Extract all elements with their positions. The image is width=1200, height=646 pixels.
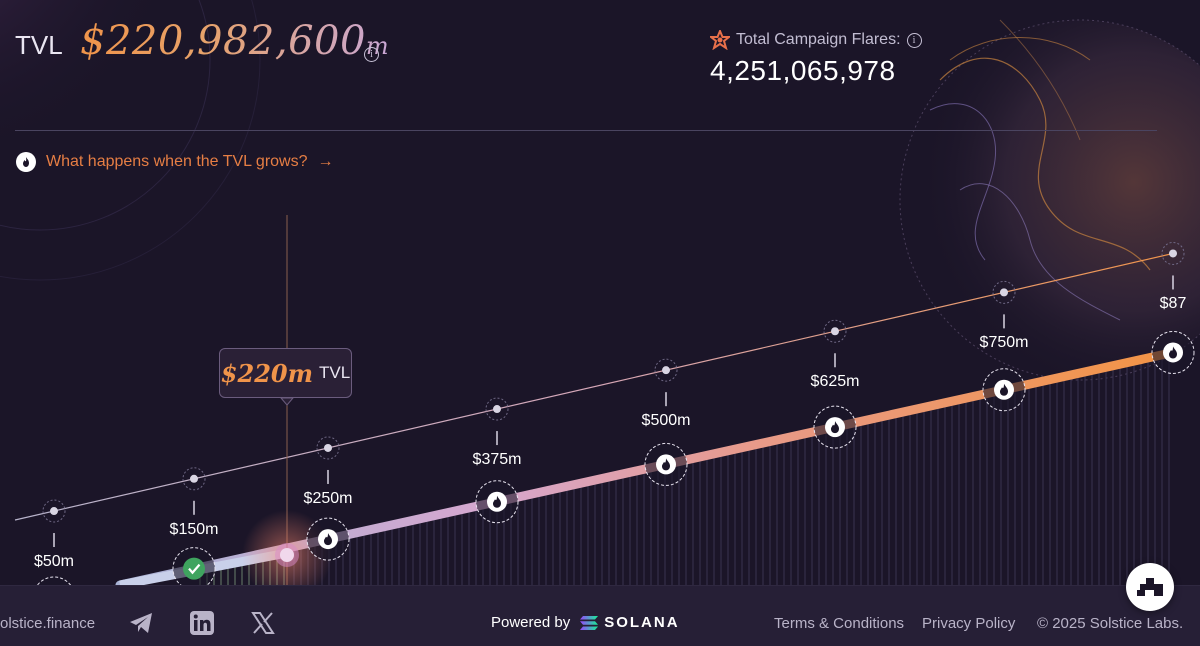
- current-tvl-tooltip-value: $220m: [220, 358, 313, 388]
- current-tvl-tooltip: $220m TVL: [219, 348, 352, 398]
- header-divider: [15, 130, 1157, 131]
- milestone-target-ring: [42, 499, 66, 523]
- milestone-target-ring: [654, 358, 678, 382]
- milestone-label: $750m: [979, 334, 1029, 352]
- milestone-target-dot: [493, 405, 501, 414]
- flame-icon: [324, 533, 332, 546]
- copyright-text: © 2025 Solstice Labs.: [1037, 615, 1184, 632]
- flame-icon: [831, 421, 839, 434]
- flares-info-icon[interactable]: i: [906, 32, 922, 48]
- powered-by-text: Powered by: [491, 614, 571, 631]
- milestone-label: $50m: [33, 553, 75, 571]
- milestone-target-dot: [831, 327, 839, 336]
- milestone-target-ring: [485, 397, 509, 421]
- milestone-label: $500m: [641, 412, 691, 430]
- solana-logo-icon: [580, 615, 599, 630]
- flame-icon: [662, 458, 670, 471]
- current-tvl-tooltip-unit: TVL: [319, 363, 351, 382]
- milestone-label: $375m: [472, 451, 522, 469]
- milestone-target-dot: [662, 366, 670, 375]
- flame-icon: [1000, 383, 1008, 396]
- flame-icon: [493, 495, 501, 508]
- solana-wordmark: SOLANA: [604, 614, 680, 631]
- stairs-logo-icon: [1137, 578, 1163, 596]
- milestone-target-dot: [1000, 288, 1008, 297]
- flares-value: 4,251,065,978: [710, 55, 896, 86]
- tvl-label: TVL: [15, 30, 63, 60]
- milestone-target-ring: [1161, 241, 1185, 265]
- globe-decoration: [899, 19, 1200, 381]
- tvl-grow-link-text: What happens when the TVL grows?: [46, 153, 308, 170]
- telegram-icon[interactable]: [128, 610, 154, 636]
- linkedin-icon[interactable]: [189, 610, 215, 636]
- milestone-target-ring: [992, 280, 1016, 304]
- milestone-reached-icon: [183, 557, 205, 580]
- flame-icon: [16, 152, 36, 172]
- check-icon: [188, 563, 201, 575]
- star-icon: [710, 30, 730, 50]
- tvl-grow-link[interactable]: What happens when the TVL grows? →: [16, 152, 334, 172]
- flares-title: Total Campaign Flares: i: [710, 30, 922, 50]
- arrow-right-icon: →: [317, 153, 334, 170]
- milestone-label: $625m: [810, 373, 860, 391]
- privacy-link[interactable]: Privacy Policy: [922, 615, 1016, 632]
- terms-link[interactable]: Terms & Conditions: [774, 615, 905, 632]
- milestone-target-ring: [823, 319, 847, 343]
- tvl-info-icon[interactable]: i: [364, 47, 379, 62]
- tvl-amount: $220,982,600: [80, 18, 366, 64]
- milestone-label: $250m: [303, 489, 353, 507]
- footer-site-link[interactable]: olstice.finance: [0, 615, 96, 632]
- flares-title-text: Total Campaign Flares:: [736, 31, 901, 48]
- chat-widget-button[interactable]: [1126, 563, 1174, 611]
- milestone-label: $150m: [169, 520, 219, 538]
- milestone-target-dot: [190, 474, 198, 483]
- current-tvl-marker: [280, 548, 294, 562]
- milestone-target-ring: [182, 467, 206, 491]
- powered-by-solana[interactable]: Powered by SOLANA: [491, 614, 680, 631]
- milestone-target-dot: [50, 507, 58, 516]
- milestone-label: $87: [1159, 295, 1187, 313]
- milestone-target-ring: [316, 436, 340, 460]
- target-line: [14, 252, 1176, 521]
- milestone-target-dot: [324, 443, 332, 452]
- milestone-target-dot: [1169, 249, 1177, 258]
- tvl-value: $220,982,600m: [80, 18, 389, 64]
- x-icon[interactable]: [250, 610, 276, 636]
- flame-icon: [1169, 346, 1177, 359]
